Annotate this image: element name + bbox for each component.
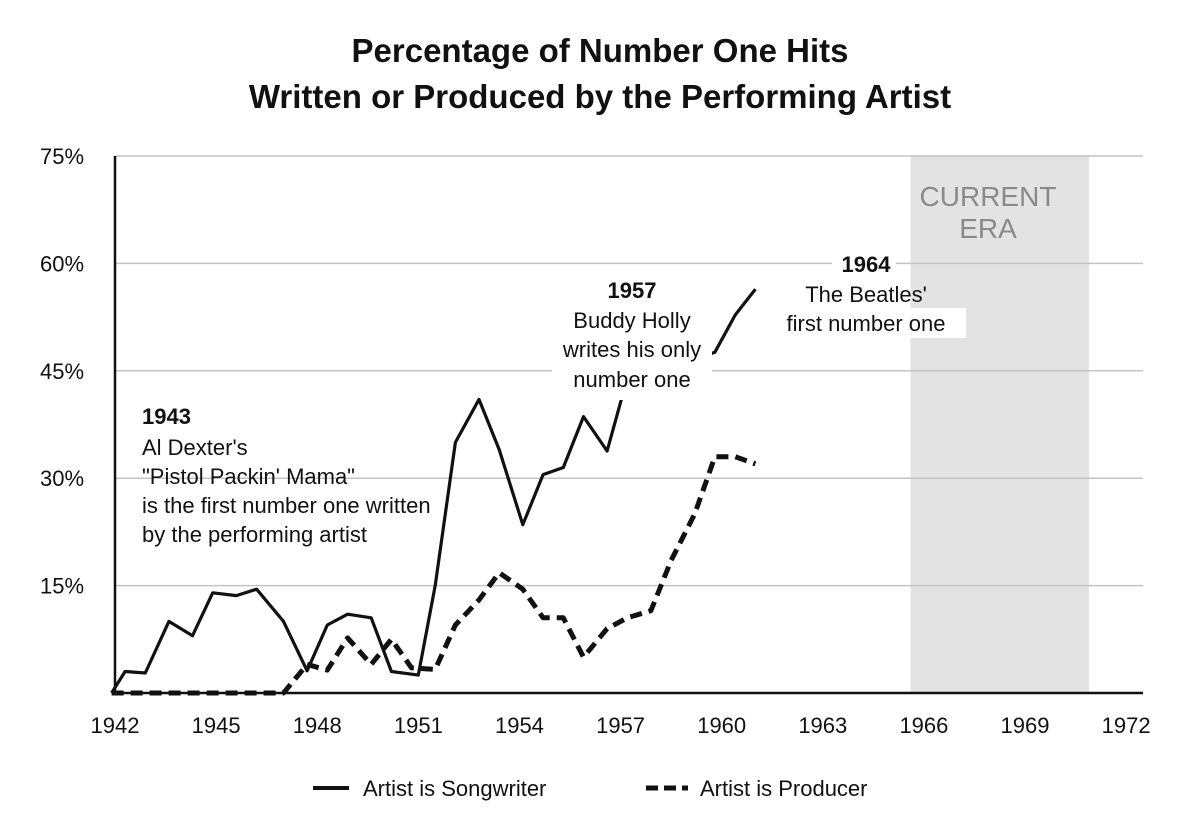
annotation-1964: 1964 The Beatles' first number one xyxy=(772,250,966,338)
annotation-1964-background xyxy=(832,250,896,278)
y-tick-label: 15% xyxy=(40,574,84,599)
x-tick-labels: 1942 1945 1948 1951 1954 1957 1960 1963 1966 1969… xyxy=(91,713,1151,738)
x-tick-label: 1942 xyxy=(91,713,140,738)
annotation-1943: 1943 Al Dexter's "Pistol Packin' Mama" i… xyxy=(142,404,431,547)
y-tick-labels: 15% 30% 45% 60% 75% xyxy=(40,144,84,599)
legend-label-producer: Artist is Producer xyxy=(700,776,868,801)
x-tick-label: 1945 xyxy=(192,713,241,738)
x-tick-label: 1972 xyxy=(1102,713,1151,738)
current-era-shade xyxy=(910,156,1090,693)
x-tick-label: 1966 xyxy=(899,713,948,738)
chart-title-line-1: Percentage of Number One Hits xyxy=(352,32,849,69)
legend-label-songwriter: Artist is Songwriter xyxy=(363,776,546,801)
annotation-1957-line-1: Buddy Holly xyxy=(573,308,690,333)
y-tick-label: 75% xyxy=(40,144,84,169)
legend: Artist is Songwriter Artist is Producer xyxy=(313,776,868,801)
x-tick-label: 1948 xyxy=(293,713,342,738)
axes xyxy=(113,156,1143,695)
x-tick-label: 1969 xyxy=(1001,713,1050,738)
era-label-line-2: ERA xyxy=(959,213,1017,244)
annotation-1943-line-3: is the first number one written xyxy=(142,493,431,518)
annotation-1964-line-2: first number one xyxy=(787,311,946,336)
annotation-1943-year: 1943 xyxy=(142,404,191,429)
annotation-1964-background-2 xyxy=(772,308,966,338)
era-label-line-1: CURRENT xyxy=(920,181,1057,212)
annotation-1943-line-2: "Pistol Packin' Mama" xyxy=(142,464,355,489)
current-era-region xyxy=(910,156,1090,693)
annotation-1943-line-4: by the performing artist xyxy=(142,522,367,547)
x-tick-label: 1957 xyxy=(596,713,645,738)
x-tick-label: 1960 xyxy=(697,713,746,738)
annotation-1957-year: 1957 xyxy=(608,278,657,303)
annotation-1964-line-1: The Beatles' xyxy=(805,282,927,307)
x-tick-label: 1954 xyxy=(495,713,544,738)
annotation-1957-line-2: writes his only xyxy=(562,337,701,362)
annotation-1964-year: 1964 xyxy=(842,252,892,277)
current-era-label: CURRENT ERA xyxy=(920,181,1057,244)
y-tick-label: 30% xyxy=(40,466,84,491)
annotation-1943-line-1: Al Dexter's xyxy=(142,435,248,460)
x-tick-label: 1963 xyxy=(798,713,847,738)
annotation-1957: 1957 Buddy Holly writes his only number … xyxy=(552,272,712,400)
annotation-1957-line-3: number one xyxy=(573,367,690,392)
chart-title-line-2: Written or Produced by the Performing Ar… xyxy=(249,78,951,115)
annotation-1957-background xyxy=(552,272,712,400)
x-tick-label: 1951 xyxy=(394,713,443,738)
y-tick-label: 60% xyxy=(40,251,84,276)
y-tick-label: 45% xyxy=(40,359,84,384)
